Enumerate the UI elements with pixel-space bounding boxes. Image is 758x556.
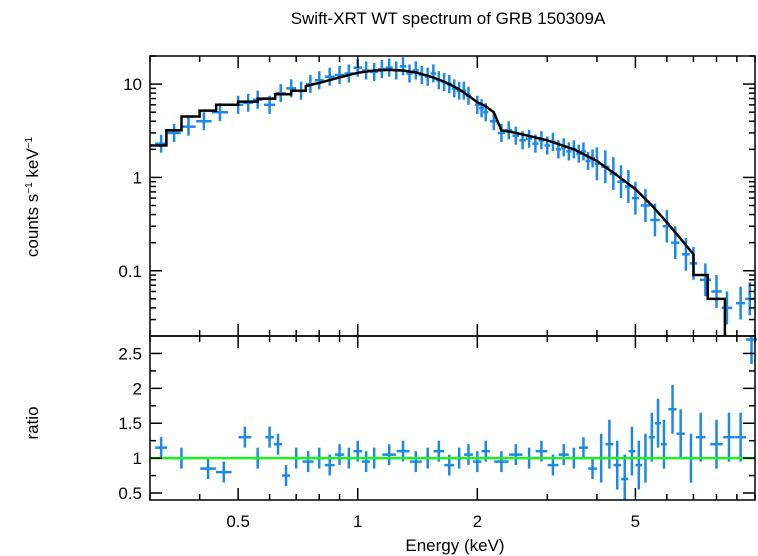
ratio-data-point [578,437,588,459]
spectrum-data-point [631,181,639,215]
ratio-data-point [509,444,523,466]
ratio-data-point [334,444,345,466]
spectrum-data-point [497,123,506,142]
spectrum-data-point [525,129,533,148]
ratio-data-point [473,451,482,473]
ratio-data-point [676,409,685,459]
ratio-data-point [302,451,314,473]
spectrum-data-point [211,103,228,122]
ratio-data-point [362,451,371,473]
ratio-y-tick-label: 1.5 [118,414,142,433]
spectrum-data-point [412,61,419,80]
spectrum-data-point [399,57,407,76]
spectrum-data-point [512,126,520,145]
ratio-data-point [635,440,643,490]
ratio-panel-frame [149,335,756,501]
spectrum-data-series [155,57,755,325]
spectrum-data-point [594,147,600,181]
spectrum-y-axis-label: counts s−1 keV−1 [23,136,42,257]
spectrum-data-point [324,67,335,86]
ratio-data-point [588,458,597,480]
spectrum-model [150,68,727,336]
spectrum-data-point [711,275,722,308]
ratio-data-point [628,426,636,476]
spectrum-data-point [474,95,480,114]
ratio-data-point [273,433,283,455]
ratio-data-point [613,440,621,490]
spectrum-data-point [721,291,733,325]
ratio-data-point [464,444,473,466]
x-tick-label: 2 [473,512,482,531]
ratio-data-point [558,444,569,466]
ratio-data-point [605,419,614,469]
spectrum-data-point [430,64,437,83]
ratio-data-point [668,384,677,434]
spectrum-data-point [585,151,591,171]
spectrum-data-point [155,134,168,153]
spectrum-data-point [167,123,181,142]
ratio-data-point [200,458,216,480]
x-tick-label: 1 [353,512,362,531]
chart-title: Swift-XRT WT spectrum of GRB 150309A [291,9,606,28]
ratio-data-point [282,465,291,487]
spectrum-data-point [196,112,212,131]
spectrum-data-point [736,286,746,320]
spectrum-data-point [479,99,485,118]
spectrum-y-tick-label: 10 [123,75,142,94]
ratio-data-point [238,426,252,448]
x-axis-label: Energy (keV) [405,536,504,555]
ratio-data-point [648,412,655,462]
ratio-y-tick-label: 2.5 [118,344,142,363]
ratio-data-point [655,398,661,448]
spectrum-data-point [181,117,196,136]
ratio-data-point [265,426,274,448]
spectrum-data-point [385,58,393,77]
ratio-data-point [621,454,629,500]
spectrum-data-point [334,66,345,85]
x-tick-label: 5 [631,512,640,531]
ratio-data-point [723,412,735,462]
spectrum-data-point [699,263,711,297]
ratio-data-point [155,437,168,459]
ratio-data-point [215,461,232,483]
spectrum-y-tick-label: 0.1 [118,262,142,281]
ratio-y-tick-label: 2 [133,379,142,398]
ratio-data-point [660,419,667,469]
ratio-data-point [409,451,422,473]
ratio-data-point [735,412,747,462]
plot-frames [149,55,756,501]
spectrum-panel-frame [149,55,756,337]
ratio-data-point [382,444,397,466]
ratio-data-point [710,419,723,469]
spectrum-y-tick-label: 1 [133,168,142,187]
ratio-data-point [494,451,509,473]
ratio-y-tick-label: 0.5 [118,484,142,503]
axis-ticks: 0.5 1 2 5 10 1 0.1 0.5 1 1.5 2 2.5 [118,55,756,531]
ratio-y-tick-label: 1 [133,449,142,468]
spectrum-data-point [406,64,413,83]
spectrum-data-point [314,71,324,90]
x-tick-label: 0.5 [226,512,250,531]
spectrum-data-point [640,189,651,222]
ratio-y-axis-label: ratio [23,406,42,439]
spectrum-data-point [566,142,572,161]
model-curve [150,68,727,336]
spectrum-data-point [580,142,586,161]
ratio-data-series [155,336,757,500]
ratio-data-point [695,412,706,462]
